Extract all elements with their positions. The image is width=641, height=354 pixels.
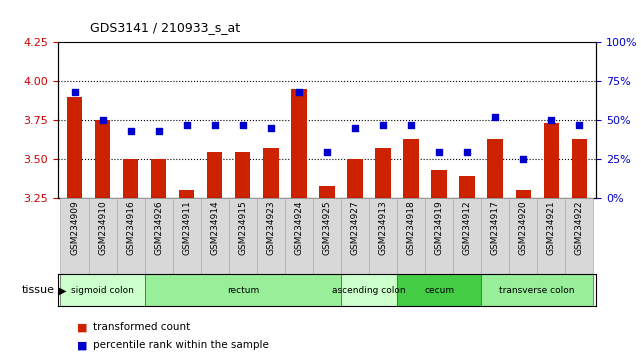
Point <box>294 90 304 95</box>
Text: GSM234918: GSM234918 <box>406 200 415 255</box>
Bar <box>341 198 369 274</box>
Bar <box>151 159 167 198</box>
Point <box>322 149 332 154</box>
Bar <box>67 97 82 198</box>
Bar <box>369 198 397 274</box>
Bar <box>117 198 145 274</box>
Text: GSM234913: GSM234913 <box>378 200 388 255</box>
Text: sigmoid colon: sigmoid colon <box>71 286 134 295</box>
Bar <box>263 148 279 198</box>
Point <box>210 122 220 128</box>
Text: ■: ■ <box>77 322 87 332</box>
Point <box>181 122 192 128</box>
Point <box>97 118 108 123</box>
Point <box>462 149 472 154</box>
Bar <box>544 124 559 198</box>
Bar <box>95 120 110 198</box>
Text: GSM234915: GSM234915 <box>238 200 247 255</box>
Text: GSM234910: GSM234910 <box>98 200 107 255</box>
Point <box>406 122 416 128</box>
Text: GSM234924: GSM234924 <box>294 200 303 255</box>
Point <box>378 122 388 128</box>
Point <box>434 149 444 154</box>
Bar <box>313 198 341 274</box>
Text: rectum: rectum <box>227 286 259 295</box>
Point <box>518 156 528 162</box>
Text: GSM234926: GSM234926 <box>154 200 163 255</box>
Text: GSM234921: GSM234921 <box>547 200 556 255</box>
Bar <box>257 198 285 274</box>
Bar <box>207 152 222 198</box>
Bar <box>460 176 475 198</box>
Text: ascending colon: ascending colon <box>332 286 406 295</box>
Text: percentile rank within the sample: percentile rank within the sample <box>93 340 269 350</box>
Point <box>546 118 556 123</box>
Text: GSM234923: GSM234923 <box>266 200 276 255</box>
Bar <box>537 198 565 274</box>
Bar <box>375 148 391 198</box>
Point <box>574 122 585 128</box>
Point <box>490 114 501 120</box>
Bar <box>285 198 313 274</box>
Text: ▶: ▶ <box>59 285 67 295</box>
Point <box>238 122 248 128</box>
Bar <box>403 139 419 198</box>
Bar <box>201 198 229 274</box>
Bar <box>572 139 587 198</box>
Bar <box>565 198 594 274</box>
Point <box>265 125 276 131</box>
Bar <box>347 159 363 198</box>
Text: GDS3141 / 210933_s_at: GDS3141 / 210933_s_at <box>90 21 240 34</box>
Bar <box>341 274 397 306</box>
Bar <box>291 89 306 198</box>
Text: transformed count: transformed count <box>93 322 190 332</box>
Text: GSM234912: GSM234912 <box>463 200 472 255</box>
Bar <box>453 198 481 274</box>
Bar <box>172 198 201 274</box>
Text: GSM234909: GSM234909 <box>70 200 79 255</box>
Text: GSM234917: GSM234917 <box>490 200 500 255</box>
Text: ■: ■ <box>77 340 87 350</box>
Bar <box>235 152 251 198</box>
Bar <box>487 139 503 198</box>
Bar <box>515 190 531 198</box>
Text: GSM234927: GSM234927 <box>351 200 360 255</box>
Bar <box>425 198 453 274</box>
Bar <box>397 198 425 274</box>
Text: GSM234914: GSM234914 <box>210 200 219 255</box>
Text: transverse colon: transverse colon <box>499 286 575 295</box>
Bar <box>319 186 335 198</box>
Text: GSM234925: GSM234925 <box>322 200 331 255</box>
Bar <box>481 198 509 274</box>
Bar <box>60 198 88 274</box>
Text: GSM234916: GSM234916 <box>126 200 135 255</box>
Bar <box>397 274 481 306</box>
Bar <box>509 198 537 274</box>
Point <box>69 90 79 95</box>
Text: GSM234920: GSM234920 <box>519 200 528 255</box>
Bar <box>123 159 138 198</box>
Bar <box>481 274 594 306</box>
Text: GSM234919: GSM234919 <box>435 200 444 255</box>
Bar <box>229 198 257 274</box>
Point <box>153 129 163 134</box>
Bar <box>145 274 341 306</box>
Bar <box>179 190 194 198</box>
Text: GSM234922: GSM234922 <box>575 200 584 255</box>
Point <box>126 129 136 134</box>
Text: GSM234911: GSM234911 <box>182 200 191 255</box>
Point <box>350 125 360 131</box>
Text: tissue: tissue <box>22 285 54 295</box>
Bar <box>88 198 117 274</box>
Bar <box>145 198 172 274</box>
Bar <box>431 170 447 198</box>
Text: cecum: cecum <box>424 286 454 295</box>
Bar <box>60 274 145 306</box>
